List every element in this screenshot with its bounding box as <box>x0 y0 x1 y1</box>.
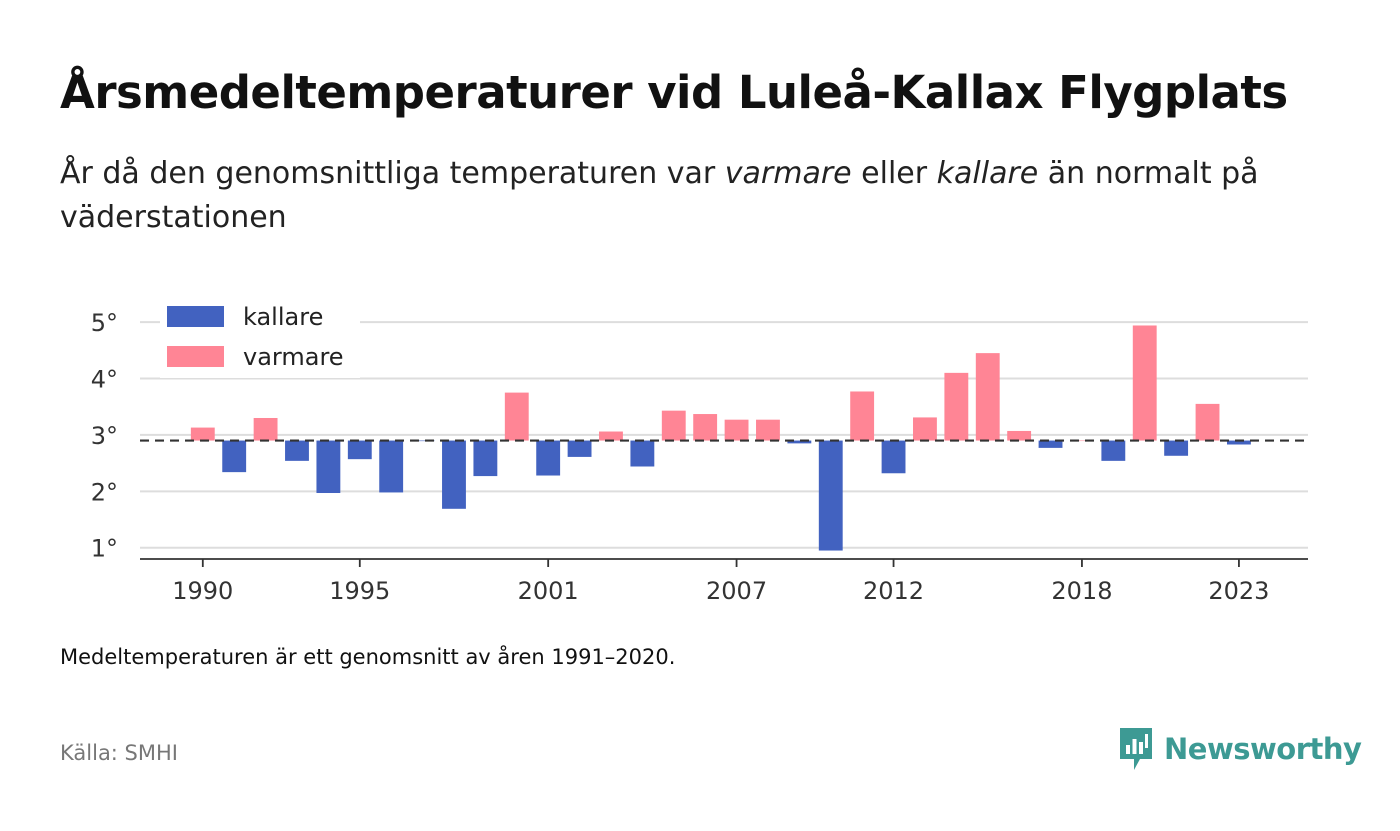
bar-1994 <box>316 440 341 494</box>
newsworthy-logo-icon <box>1120 728 1152 770</box>
bar-2012 <box>881 440 906 474</box>
y-tick-label: 3° <box>91 422 118 450</box>
bar-2003 <box>599 431 623 441</box>
bar-1990 <box>190 427 215 441</box>
y-tick-label: 2° <box>91 478 118 506</box>
subtitle-text-3: än normalt på väderstationen <box>60 156 1259 235</box>
bar-2007 <box>724 419 749 441</box>
bar-2010 <box>818 440 843 551</box>
bar-2006 <box>693 414 718 441</box>
legend-label-varmare: varmare <box>243 343 344 371</box>
bar-1997 <box>410 440 435 442</box>
bar-2016 <box>1007 430 1032 441</box>
bar-2019 <box>1101 440 1126 461</box>
bar-2018 <box>1070 440 1094 442</box>
subtitle-warmer: varmare <box>724 156 852 191</box>
chart-subtitle: År då den genomsnittliga temperaturen va… <box>60 152 1340 240</box>
bar-1992 <box>253 417 278 441</box>
newsworthy-logo[interactable]: Newsworthy <box>1118 726 1362 772</box>
y-tick-label: 1° <box>91 535 118 563</box>
x-ticks: 1990 1995 2001 2007 2012 2018 2023 <box>172 559 1269 605</box>
bar-2021 <box>1164 440 1189 456</box>
x-tick-label: 2012 <box>863 577 924 605</box>
bar-2009 <box>787 440 812 444</box>
legend-label-kallare: kallare <box>243 303 323 331</box>
x-tick-label: 1995 <box>329 577 390 605</box>
bar-2002 <box>567 440 592 457</box>
bar-1995 <box>347 440 372 460</box>
bar-2017 <box>1038 440 1063 448</box>
bar-1999 <box>473 440 498 477</box>
bar-2008 <box>756 419 780 441</box>
bar-2020 <box>1132 325 1157 441</box>
bar-2015 <box>975 353 1000 441</box>
bar-1998 <box>442 440 466 509</box>
x-tick-label: 2001 <box>518 577 579 605</box>
bars <box>190 325 1251 551</box>
bar-2013 <box>913 417 937 441</box>
brand-name: Newsworthy <box>1164 732 1362 766</box>
bar-2014 <box>944 372 969 441</box>
bar-1991 <box>222 440 247 473</box>
legend-swatch-kallare <box>167 306 224 327</box>
x-tick-label: 2023 <box>1208 577 1269 605</box>
source-label: Källa: SMHI <box>60 741 178 765</box>
bar-2022 <box>1195 403 1220 441</box>
x-tick-label: 2007 <box>706 577 767 605</box>
legend: kallare varmare <box>160 296 360 378</box>
bar-1993 <box>285 440 309 461</box>
footnote: Medeltemperaturen är ett genomsnitt av å… <box>60 645 676 669</box>
y-tick-labels: 1° 2° 3° 4° 5° <box>91 309 118 563</box>
bar-2001 <box>536 440 561 476</box>
subtitle-text-1: År då den genomsnittliga temperaturen va… <box>60 156 725 191</box>
x-tick-label: 1990 <box>172 577 233 605</box>
legend-swatch-varmare <box>167 346 224 367</box>
subtitle-text-2: eller <box>851 156 937 191</box>
bar-2000 <box>504 392 529 441</box>
bar-2011 <box>850 391 875 441</box>
bar-2004 <box>630 440 655 467</box>
y-tick-label: 5° <box>91 309 118 337</box>
x-tick-label: 2018 <box>1051 577 1112 605</box>
chart-title: Årsmedeltemperaturer vid Luleå-Kallax Fl… <box>60 66 1288 119</box>
bar-2005 <box>661 410 686 441</box>
bar-2023 <box>1226 440 1251 445</box>
y-tick-label: 4° <box>91 366 118 394</box>
subtitle-colder: kallare <box>936 156 1039 191</box>
bar-1996 <box>379 440 404 493</box>
